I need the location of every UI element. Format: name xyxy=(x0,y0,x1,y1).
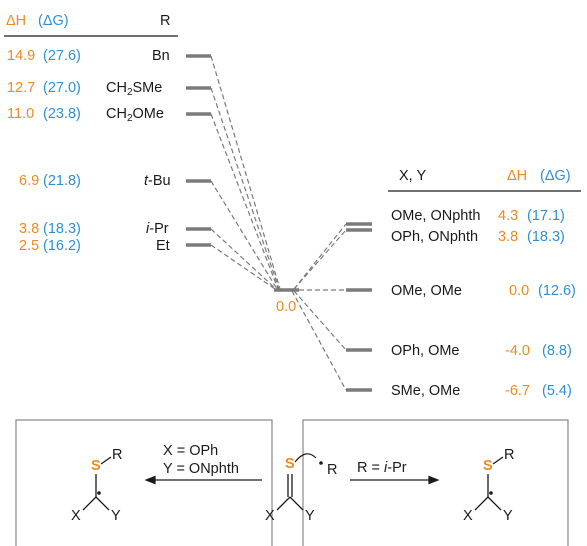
dg-value: (5.4) xyxy=(542,383,572,399)
dg-value: (17.1) xyxy=(527,208,565,224)
y-group: Y xyxy=(305,508,315,524)
r-group: R xyxy=(112,447,123,463)
sulfur-atom: S xyxy=(91,458,101,474)
xy-label: OPh, ONphth xyxy=(391,229,479,245)
left-header-dh: ΔH xyxy=(6,13,27,29)
right-condition: R = i-Pr xyxy=(357,460,407,476)
x-group: X xyxy=(265,508,275,524)
zero-level-label: 0.0 xyxy=(276,299,297,315)
right-header-dh: ΔH xyxy=(507,168,528,184)
dg-value: (21.8) xyxy=(43,173,81,189)
left-condition-y: Y = ONphth xyxy=(163,461,239,477)
r-label: CH2SMe xyxy=(106,80,163,98)
dh-value: -4.0 xyxy=(505,343,530,359)
left-condition-x: X = OPh xyxy=(163,443,219,459)
dg-value: (18.3) xyxy=(527,229,565,245)
xy-label: OMe, OMe xyxy=(391,283,462,299)
left-connectors xyxy=(210,55,281,290)
right-header-dg: (ΔG) xyxy=(540,168,571,184)
dg-value: (8.8) xyxy=(542,343,572,359)
r-radical: R xyxy=(327,462,338,478)
dh-value: 3.8 xyxy=(498,229,519,245)
dg-value: (12.6) xyxy=(538,283,576,299)
reaction-arrows xyxy=(144,475,440,485)
x-group: X xyxy=(71,508,81,524)
dg-value: (23.8) xyxy=(43,106,81,122)
right-radical-dot xyxy=(489,491,493,495)
thione-bonds xyxy=(276,474,304,511)
r-group: R xyxy=(504,447,515,463)
right-connectors xyxy=(291,223,347,391)
dg-value: (18.3) xyxy=(43,221,81,237)
left-scheme-box xyxy=(15,419,273,546)
r-label: t-Bu xyxy=(144,173,171,189)
y-group: Y xyxy=(111,508,121,524)
r-label: Et xyxy=(156,238,170,254)
dh-value: 12.7 xyxy=(7,80,36,96)
sulfur-atom: S xyxy=(483,458,493,474)
right-product-bonds xyxy=(474,456,504,511)
r-label: i-Pr xyxy=(146,221,169,237)
dh-value: 4.3 xyxy=(498,208,519,224)
right-arrowhead xyxy=(428,475,440,485)
xy-label: SMe, OMe xyxy=(391,383,461,399)
dh-value: -6.7 xyxy=(505,383,530,399)
r-radical-dot xyxy=(319,461,323,465)
dh-value: 2.5 xyxy=(19,238,40,254)
dg-value: (27.6) xyxy=(43,48,81,64)
right-header-xy: X, Y xyxy=(399,168,427,184)
right-scheme-box xyxy=(302,419,569,546)
left-energy-levels xyxy=(186,54,211,247)
left-product-bonds xyxy=(82,456,112,511)
dh-value: 0.0 xyxy=(509,283,530,299)
left-arrowhead xyxy=(144,475,156,485)
radical-attack-curve xyxy=(294,453,317,463)
x-group: X xyxy=(463,508,473,524)
dh-value: 11.0 xyxy=(7,106,35,122)
dh-value: 14.9 xyxy=(7,48,36,64)
left-header-r: R xyxy=(160,13,171,29)
xy-label: OMe, ONphth xyxy=(391,208,481,224)
r-label: Bn xyxy=(152,48,170,64)
dh-value: 6.9 xyxy=(19,173,40,189)
left-radical-dot xyxy=(97,491,101,495)
xy-label: OPh, OMe xyxy=(391,343,460,359)
dg-value: (27.0) xyxy=(43,80,81,96)
left-header-dg: (ΔG) xyxy=(38,13,69,29)
r-label: CH2OMe xyxy=(106,106,164,124)
dh-value: 3.8 xyxy=(19,221,40,237)
sulfur-atom: S xyxy=(285,456,295,472)
y-group: Y xyxy=(503,508,513,524)
dg-value: (16.2) xyxy=(43,238,81,254)
right-energy-levels xyxy=(346,222,372,392)
